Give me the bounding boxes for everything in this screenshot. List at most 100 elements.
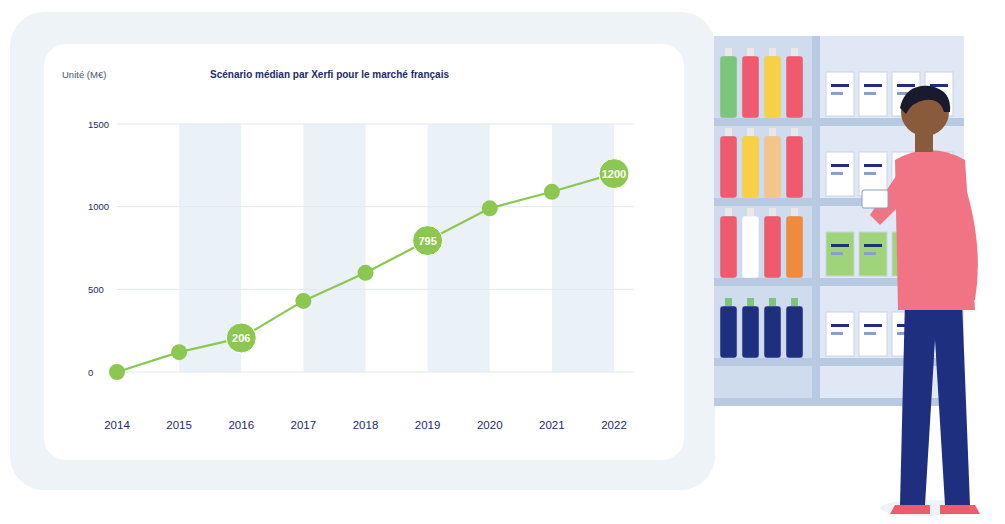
point-marker [295, 293, 311, 309]
product-box [862, 190, 888, 208]
bottle [786, 56, 803, 118]
bottle-cap [769, 298, 776, 306]
x-tick-label: 2017 [291, 419, 317, 431]
box-stripe [831, 244, 849, 247]
bottle-cap [791, 208, 798, 216]
person-legs [900, 300, 970, 505]
y-axis-label: Unité (M€) [62, 69, 106, 80]
series-group [117, 174, 614, 372]
bottle [786, 136, 803, 198]
bottle-cap [725, 208, 732, 216]
point-marker [226, 323, 256, 353]
shelf-divider [812, 36, 820, 398]
grid-line [117, 372, 634, 373]
data-label: 795 [418, 235, 436, 247]
box [826, 72, 854, 116]
x-tick-label: 2018 [353, 419, 379, 431]
point-marker [171, 344, 187, 360]
bottle-cap [725, 128, 732, 136]
box-stripe [831, 252, 843, 255]
grid-line [117, 124, 634, 125]
point-marker [109, 364, 125, 380]
bottle-cap [747, 208, 754, 216]
bottle [720, 56, 737, 118]
bottle-cap [747, 128, 754, 136]
bottle-cap [725, 48, 732, 56]
bottle [786, 216, 803, 278]
y-tick-label: 1500 [88, 119, 109, 130]
person-arm [950, 170, 978, 300]
bottle [742, 306, 759, 358]
box-stripe [831, 332, 843, 335]
outer-panel [10, 12, 715, 490]
box-stripe [864, 172, 876, 175]
x-tick-label: 2016 [228, 419, 254, 431]
column-band [303, 124, 365, 372]
markers [109, 159, 629, 380]
box-stripe [831, 324, 849, 327]
bottle-cap [769, 48, 776, 56]
x-tick-label: 2021 [539, 419, 565, 431]
box-stripe [864, 324, 882, 327]
y-tick-label: 500 [88, 284, 104, 295]
bottle [764, 136, 781, 198]
box [859, 312, 887, 356]
bottle [720, 306, 737, 358]
box [826, 152, 854, 196]
bottle [742, 216, 759, 278]
bottle-cap [791, 48, 798, 56]
y-tick-label: 0 [88, 367, 93, 378]
grid-line [117, 206, 634, 207]
box-stripe [831, 164, 849, 167]
data-label: 206 [232, 332, 250, 344]
chart-svg: Scénario médian par Xerfi pour le marché… [0, 0, 1005, 524]
x-tick-label: 2022 [601, 419, 627, 431]
point-marker [482, 200, 498, 216]
box-stripe [930, 84, 948, 87]
x-tick-label: 2019 [415, 419, 441, 431]
bottle [764, 216, 781, 278]
bottle [720, 136, 737, 198]
column-band [552, 124, 614, 372]
box-stripe [864, 92, 876, 95]
grid-line [117, 289, 634, 290]
bottle-cap [769, 128, 776, 136]
bottle [786, 306, 803, 358]
point-marker [413, 226, 443, 256]
box [826, 312, 854, 356]
point-marker [358, 265, 374, 281]
bottle-cap [791, 128, 798, 136]
x-tick-label: 2020 [477, 419, 503, 431]
box [859, 152, 887, 196]
box-stripe [864, 244, 882, 247]
bottle-cap [747, 298, 754, 306]
shelf-left [714, 36, 814, 398]
x-tick-label: 2014 [104, 419, 130, 431]
bottle-cap [747, 48, 754, 56]
box-stripe [897, 84, 915, 87]
bottle-cap [725, 298, 732, 306]
bottle [764, 56, 781, 118]
point-marker [599, 159, 629, 189]
box-stripe [864, 332, 876, 335]
box-stripe [831, 92, 843, 95]
illustration [714, 36, 980, 516]
box-stripe [831, 172, 843, 175]
bottle [720, 216, 737, 278]
person-shoes [890, 505, 980, 514]
page: Scénario médian par Xerfi pour le marché… [0, 0, 1005, 524]
box-stripe [864, 164, 882, 167]
box-stripe [864, 252, 876, 255]
box [859, 232, 887, 276]
bottle-cap [769, 208, 776, 216]
y-tick-label: 1000 [88, 201, 109, 212]
box-stripe [831, 84, 849, 87]
chart-card [44, 44, 684, 460]
box [826, 232, 854, 276]
x-tick-label: 2015 [166, 419, 192, 431]
bottle [764, 306, 781, 358]
bottle [742, 136, 759, 198]
box-stripe [864, 84, 882, 87]
series-line [117, 174, 614, 372]
data-label: 1200 [602, 168, 626, 180]
